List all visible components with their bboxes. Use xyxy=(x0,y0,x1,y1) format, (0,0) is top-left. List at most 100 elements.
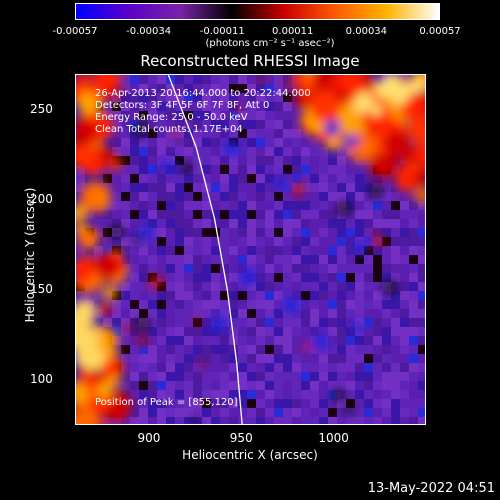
heatmap-cell xyxy=(139,408,148,417)
heatmap-cell xyxy=(310,201,319,210)
heatmap-cell xyxy=(130,75,139,84)
heatmap-cell xyxy=(265,75,274,84)
heatmap-cell xyxy=(112,237,121,246)
emission-blob xyxy=(346,134,359,147)
heatmap-cell xyxy=(193,372,202,381)
emission-blob xyxy=(76,119,97,145)
heatmap-cell xyxy=(319,246,328,255)
heatmap-cell xyxy=(238,372,247,381)
heatmap-cell xyxy=(292,192,301,201)
heatmap-cell xyxy=(391,291,400,300)
emission-blob xyxy=(284,79,293,88)
heatmap-cell xyxy=(175,345,184,354)
heatmap-cell xyxy=(247,354,256,363)
heatmap-cell xyxy=(238,390,247,399)
heatmap-cell xyxy=(229,291,238,300)
heatmap-cell xyxy=(229,102,238,111)
heatmap-cell xyxy=(364,300,373,309)
heatmap-cell xyxy=(121,291,130,300)
heatmap-cell xyxy=(409,363,418,372)
heatmap-cell xyxy=(166,201,175,210)
heatmap-cell xyxy=(337,381,346,390)
heatmap-cell xyxy=(337,417,346,424)
heatmap-cell xyxy=(409,291,418,300)
emission-blob xyxy=(352,321,364,333)
heatmap-cell xyxy=(157,192,166,201)
heatmap-cell xyxy=(220,309,229,318)
heatmap-cell xyxy=(193,174,202,183)
heatmap-cell xyxy=(319,264,328,273)
heatmap-cell xyxy=(238,318,247,327)
heatmap-cell xyxy=(391,210,400,219)
heatmap-cell xyxy=(94,219,103,228)
heatmap-cell xyxy=(175,399,184,408)
heatmap-cell xyxy=(328,219,337,228)
heatmap-cell xyxy=(175,102,184,111)
heatmap-cell xyxy=(400,192,409,201)
heatmap-cell xyxy=(220,219,229,228)
heatmap-svg xyxy=(76,75,425,424)
heatmap-cell xyxy=(211,255,220,264)
heatmap-cell xyxy=(175,228,184,237)
heatmap-cell xyxy=(184,282,193,291)
heatmap-cell xyxy=(382,201,391,210)
heatmap-cell xyxy=(265,354,274,363)
heatmap-cell xyxy=(400,399,409,408)
heatmap-cell xyxy=(184,129,193,138)
heatmap-cell xyxy=(274,165,283,174)
heatmap-cell xyxy=(157,201,166,210)
heatmap-cell xyxy=(238,255,247,264)
heatmap-cell xyxy=(238,345,247,354)
heatmap-cell xyxy=(418,201,425,210)
heatmap-cell xyxy=(220,300,229,309)
heatmap-cell xyxy=(418,408,425,417)
heatmap-cell xyxy=(139,354,148,363)
heatmap-cell xyxy=(373,228,382,237)
heatmap-cell xyxy=(139,309,148,318)
heatmap-cell xyxy=(301,174,310,183)
heatmap-cell xyxy=(391,318,400,327)
y-tick-label: 100 xyxy=(30,372,53,386)
heatmap-cell xyxy=(274,345,283,354)
heatmap-cell xyxy=(409,372,418,381)
heatmap-cell xyxy=(256,390,265,399)
heatmap-cell xyxy=(364,354,373,363)
heatmap-cell xyxy=(364,417,373,424)
heatmap-cell xyxy=(256,309,265,318)
heatmap-cell xyxy=(400,336,409,345)
heatmap-cell xyxy=(283,237,292,246)
heatmap-cell xyxy=(193,345,202,354)
heatmap-cell xyxy=(220,111,229,120)
heatmap-cell xyxy=(373,300,382,309)
heatmap-cell xyxy=(166,102,175,111)
heatmap-cell xyxy=(121,201,130,210)
heatmap-cell xyxy=(193,309,202,318)
heatmap-cell xyxy=(202,93,211,102)
heatmap-cell xyxy=(292,282,301,291)
colorbar-tick-label: 0.00057 xyxy=(419,26,461,37)
heatmap-cell xyxy=(238,75,247,84)
heatmap-cell xyxy=(157,363,166,372)
heatmap-cell xyxy=(274,201,283,210)
emission-blob xyxy=(199,361,207,369)
heatmap-cell xyxy=(400,246,409,255)
heatmap-cell xyxy=(103,165,112,174)
heatmap-cell xyxy=(139,381,148,390)
heatmap-cell xyxy=(247,210,256,219)
heatmap-cell xyxy=(139,282,148,291)
heatmap-cell xyxy=(247,192,256,201)
heatmap-cell xyxy=(229,390,238,399)
heatmap-cell xyxy=(229,93,238,102)
heatmap-cell xyxy=(373,264,382,273)
heatmap-cell xyxy=(292,381,301,390)
emission-blob xyxy=(222,139,241,157)
heatmap-cell xyxy=(355,183,364,192)
heatmap-cell xyxy=(175,246,184,255)
heatmap-cell xyxy=(220,390,229,399)
heatmap-cell xyxy=(157,147,166,156)
heatmap-cell xyxy=(346,291,355,300)
emission-blob xyxy=(80,302,97,318)
x-axis-label: Heliocentric X (arcsec) xyxy=(182,448,318,462)
heatmap-cell xyxy=(373,354,382,363)
heatmap-cell xyxy=(238,264,247,273)
